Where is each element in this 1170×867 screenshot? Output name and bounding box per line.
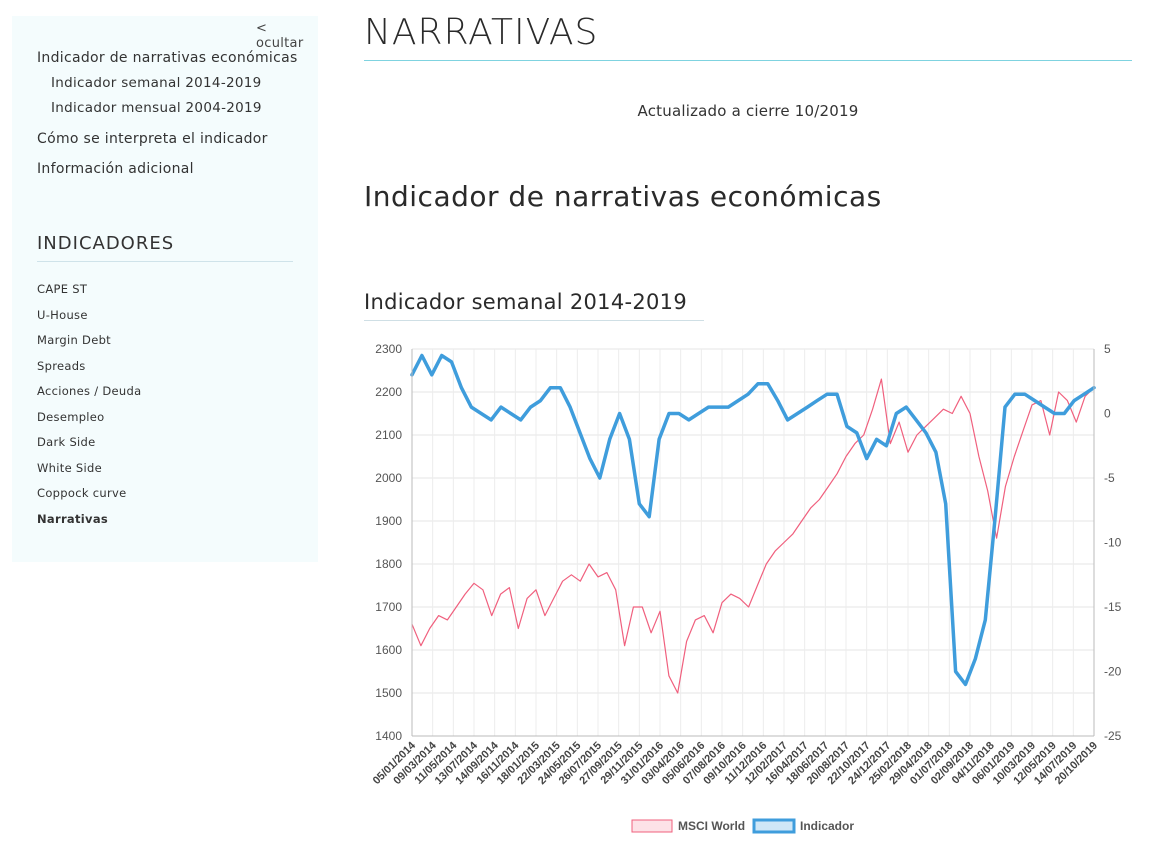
nav-item-indicador-semanal[interactable]: Indicador semanal 2014-2019 [51, 75, 262, 91]
sidebar: < ocultar Indicador de narrativas económ… [12, 16, 318, 562]
y-left-tick-label: 1900 [375, 514, 402, 528]
y-right-tick-label: -10 [1104, 536, 1122, 550]
nav-item-como-se-interpreta[interactable]: Cómo se interpreta el indicador [37, 131, 268, 147]
indicator-link-acciones-deuda[interactable]: Acciones / Deuda [37, 384, 142, 398]
indicator-link-spreads[interactable]: Spreads [37, 359, 86, 373]
y-left-tick-label: 1600 [375, 643, 402, 657]
indicator-link-narrativas[interactable]: Narrativas [37, 512, 109, 526]
indicator-link-white-side[interactable]: White Side [37, 461, 102, 475]
y-left-tick-label: 1800 [375, 557, 402, 571]
subsection-title: Indicador semanal 2014-2019 [364, 290, 688, 314]
y-left-tick-label: 2300 [375, 342, 402, 356]
series-line-indicador [410, 353, 1096, 687]
y-left-tick-label: 1400 [375, 729, 402, 743]
nav-item-indicador-narrativas[interactable]: Indicador de narrativas económicas [37, 50, 298, 66]
indicators-heading: INDICADORES [37, 233, 175, 254]
legend-swatch-indicador [752, 818, 796, 834]
y-right-tick-label: -20 [1104, 665, 1122, 679]
section-title: Indicador de narrativas económicas [364, 180, 882, 213]
indicators-divider [37, 261, 293, 262]
indicator-link-u-house[interactable]: U-House [37, 308, 88, 322]
legend-label-msci-world: MSCI World [678, 819, 745, 833]
indicator-link-coppock-curve[interactable]: Coppock curve [37, 486, 127, 500]
indicator-link-cape-st[interactable]: CAPE ST [37, 282, 88, 296]
y-right-tick-label: -5 [1104, 471, 1115, 485]
y-left-tick-label: 2100 [375, 428, 402, 442]
series-line-msci-world [411, 378, 1095, 694]
nav-item-informacion-adicional[interactable]: Información adicional [37, 161, 194, 177]
y-left-tick-label: 2000 [375, 471, 402, 485]
legend-label-indicador: Indicador [800, 819, 854, 833]
legend-swatch-msci-world [631, 819, 673, 833]
page-title: NARRATIVAS [364, 12, 599, 53]
y-right-tick-label: 0 [1104, 407, 1111, 421]
narrativas-weekly-chart: 1400 1500 1600 1700 1800 1900 2000 2100 2200 2300… [371, 342, 1122, 834]
hide-sidebar-link[interactable]: < ocultar [256, 21, 304, 51]
indicator-link-dark-side[interactable]: Dark Side [37, 435, 96, 449]
y-right-tick-label: 5 [1104, 342, 1111, 356]
y-left-tick-label: 2200 [375, 385, 402, 399]
subsection-divider [364, 320, 704, 321]
nav-item-indicador-mensual[interactable]: Indicador mensual 2004-2019 [51, 100, 262, 116]
y-right-tick-label: -15 [1104, 600, 1122, 614]
y-left-tick-label: 1500 [375, 686, 402, 700]
y-left-tick-label: 1700 [375, 600, 402, 614]
indicator-link-desempleo[interactable]: Desempleo [37, 410, 105, 424]
indicator-link-margin-debt[interactable]: Margin Debt [37, 333, 111, 347]
updated-note: Actualizado a cierre 10/2019 [637, 102, 859, 120]
y-right-tick-label: -25 [1104, 729, 1122, 743]
title-divider [364, 60, 1132, 61]
